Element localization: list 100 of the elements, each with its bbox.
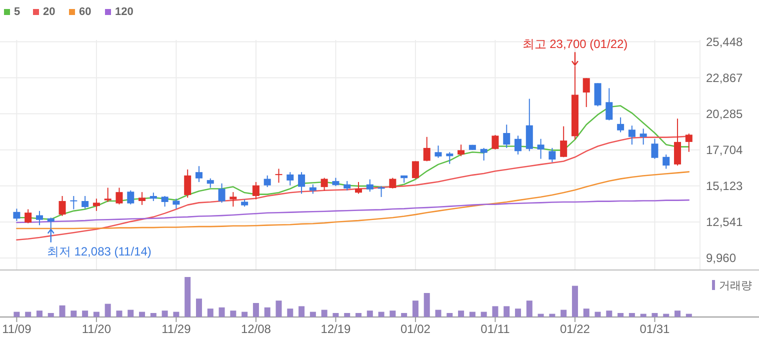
candlestick (423, 136, 430, 162)
candlestick (195, 166, 202, 183)
candlestick (252, 182, 260, 200)
candlestick (298, 172, 306, 194)
bar (424, 293, 430, 317)
bar (173, 312, 180, 317)
candlestick (127, 190, 134, 205)
bar (663, 314, 670, 317)
bar (104, 304, 111, 317)
bar (321, 310, 328, 317)
bar (652, 313, 658, 317)
candlestick (537, 138, 544, 160)
bar (14, 312, 20, 317)
candlestick (434, 145, 442, 158)
legend-label: 거래량 (719, 280, 752, 292)
candlestick (286, 172, 294, 186)
bar (230, 310, 236, 317)
y-tick-label: 12,541 (706, 215, 744, 230)
candlestick (617, 116, 624, 133)
candlestick (58, 195, 66, 216)
bar (128, 310, 134, 317)
bar (549, 314, 556, 317)
candlestick (685, 133, 692, 152)
annotation: 최저 12,083 (11/14) (46, 244, 152, 258)
bar (606, 310, 612, 317)
bar (492, 306, 498, 317)
bar (252, 303, 259, 317)
bar (594, 312, 601, 317)
y-tick-label: 22,867 (706, 70, 744, 85)
candlestick (503, 124, 510, 148)
candlestick (70, 195, 78, 210)
bar (446, 313, 453, 317)
bar (480, 312, 487, 317)
bar (526, 300, 532, 317)
bar (150, 313, 156, 317)
candlestick (36, 210, 43, 226)
bar (298, 306, 305, 317)
candlestick (366, 178, 374, 192)
candlestick (344, 180, 351, 191)
line-series (16, 171, 690, 230)
candlestick (651, 138, 658, 160)
bar (458, 310, 464, 317)
bar (276, 300, 282, 317)
candlestick (492, 134, 499, 150)
bar (572, 286, 578, 317)
y-tick-label: 20,285 (706, 107, 744, 122)
candlestick (116, 187, 123, 205)
bar (618, 313, 624, 317)
x-tick-label: 11/20 (82, 322, 112, 336)
y-tick-label: 15,123 (706, 179, 744, 194)
x-tick-label: 01/31 (640, 322, 670, 336)
candlestick (172, 198, 180, 210)
bar (264, 307, 270, 317)
candlestick (47, 217, 54, 229)
bar (435, 310, 442, 317)
bar (583, 308, 590, 317)
candlestick (674, 118, 682, 166)
annotation: 최고 23,700 (01/22) (522, 37, 628, 52)
candlestick (662, 154, 670, 170)
candlestick (355, 182, 362, 194)
candlestick (560, 126, 568, 158)
candlestick (218, 182, 226, 204)
candlestick (24, 208, 32, 224)
candlestick (389, 177, 396, 189)
bar (116, 310, 122, 317)
legend-label: 120 (115, 6, 134, 18)
candlestick (104, 187, 112, 202)
candlestick (82, 195, 89, 210)
legend-label: 5 (14, 6, 20, 18)
candlestick (138, 192, 146, 206)
bar (515, 308, 522, 317)
bar (560, 310, 567, 317)
candlestick (640, 128, 647, 146)
bar (674, 310, 681, 317)
bar (207, 308, 214, 317)
candlestick (161, 195, 168, 208)
candlestick (594, 82, 602, 107)
bar (310, 312, 316, 317)
bar (469, 312, 476, 317)
y-tick-label: 17,704 (706, 143, 744, 158)
bar (332, 313, 339, 317)
y-tick-label: 9,960 (706, 251, 736, 266)
candlestick (275, 168, 282, 184)
candlestick (480, 147, 488, 162)
bar (287, 308, 294, 317)
candlestick (13, 208, 20, 222)
bar (70, 310, 77, 317)
y-tick-label: 25,448 (706, 34, 744, 49)
bar (82, 310, 88, 317)
legend-label: 60 (79, 6, 92, 18)
candlestick (548, 147, 556, 163)
candlestick (264, 174, 271, 188)
bar (184, 277, 191, 317)
x-tick-label: 01/11 (480, 322, 510, 336)
candlestick (206, 178, 214, 188)
candlestick (412, 160, 419, 180)
bar (686, 314, 692, 317)
bar (356, 313, 362, 317)
candlestick (628, 125, 636, 146)
candlestick (606, 88, 613, 121)
